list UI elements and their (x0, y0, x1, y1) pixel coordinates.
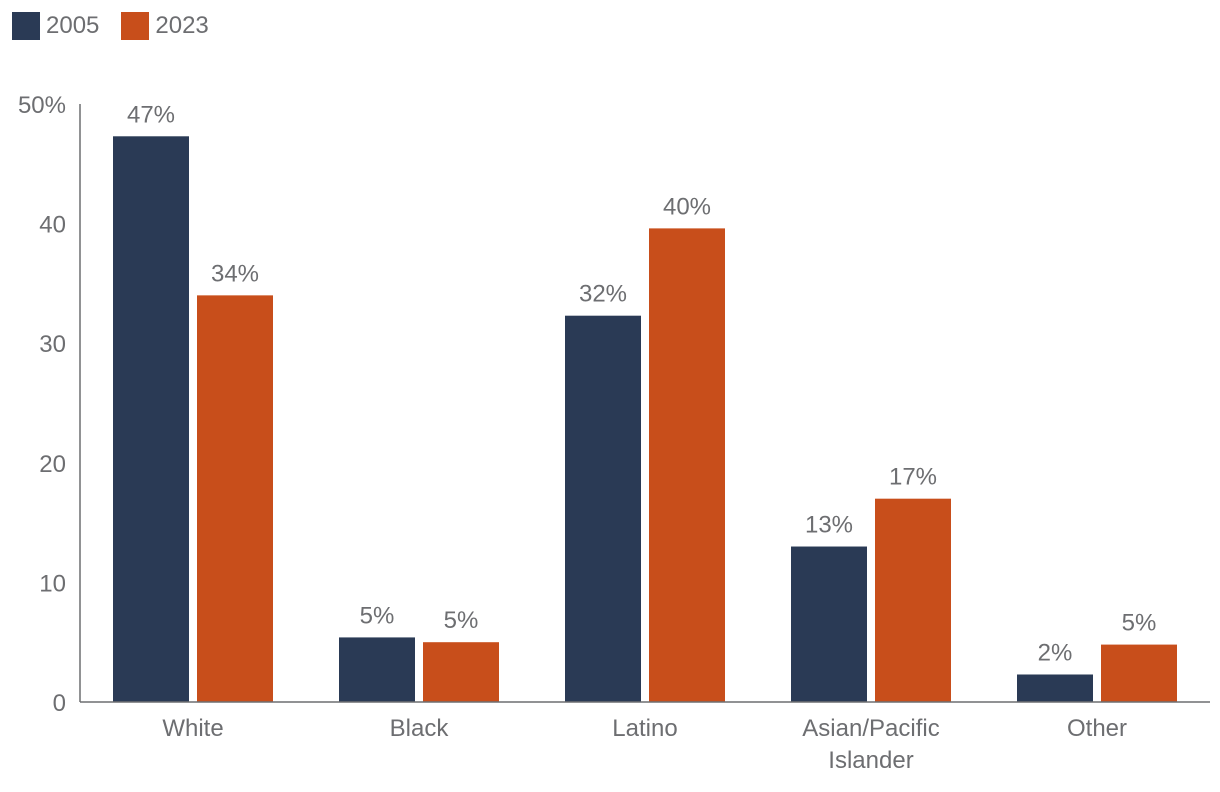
bar-2005 (339, 637, 415, 702)
chart-legend: 2005 2023 (12, 12, 209, 40)
legend-swatch-2005 (12, 12, 40, 40)
data-label-2005: 13% (805, 512, 853, 539)
bar-2005 (1017, 674, 1093, 702)
data-label-2023: 17% (889, 464, 937, 491)
data-label-2005: 32% (579, 281, 627, 308)
x-tick-label: Other (1067, 715, 1127, 742)
y-tick-label: 20 (39, 451, 66, 478)
x-tick-label: Asian/Pacific (802, 715, 939, 742)
y-axis: 0 10 20 30 40 50% (18, 92, 81, 717)
data-label-2023: 40% (663, 193, 711, 220)
bar-2005 (791, 546, 867, 702)
bar-series: 47% 34% 5% 5% 32% 40% 13% 17% 2% 5% (113, 101, 1177, 703)
x-axis: White Black Latino Asian/Pacific Islander Oth… (80, 701, 1210, 774)
x-tick-label: White (162, 715, 223, 742)
y-tick-label: 40 (39, 212, 66, 239)
legend-item-2023: 2023 (121, 12, 209, 40)
bar-2023 (423, 642, 499, 702)
y-tick-label: 50% (18, 92, 66, 119)
y-tick-label: 30 (39, 331, 66, 358)
x-tick-label: Black (390, 715, 450, 742)
data-label-2023: 5% (444, 607, 479, 634)
bar-2023 (197, 295, 273, 702)
bar-2023 (875, 498, 951, 702)
x-tick-label: Latino (612, 715, 677, 742)
data-label-2005: 5% (360, 602, 395, 629)
y-tick-label: 0 (53, 690, 66, 717)
data-label-2023: 5% (1122, 610, 1157, 637)
legend-item-2005: 2005 (12, 12, 99, 40)
y-tick-label: 10 (39, 570, 66, 597)
legend-label-2005: 2005 (46, 12, 100, 39)
data-label-2005: 47% (127, 101, 175, 128)
legend-swatch-2023 (121, 12, 150, 40)
bar-2023 (649, 228, 725, 702)
bar-2023 (1101, 644, 1177, 702)
bar-2005 (565, 315, 641, 702)
x-tick-label: Islander (828, 747, 913, 774)
bar-2005 (113, 136, 189, 703)
data-label-2005: 2% (1038, 639, 1073, 666)
legend-label-2023: 2023 (155, 12, 209, 39)
data-label-2023: 34% (211, 260, 259, 287)
